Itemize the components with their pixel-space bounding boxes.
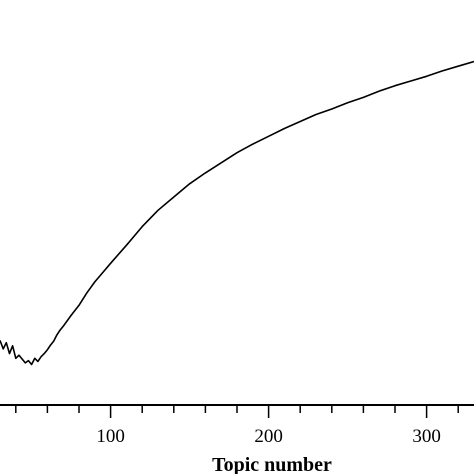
- series-line: [0, 60, 474, 366]
- x-tick-label: 300: [412, 426, 441, 447]
- x-tick-label: 100: [96, 426, 125, 447]
- x-axis-tick-labels: 100 200 300: [96, 426, 441, 447]
- x-tick-label: 200: [254, 426, 283, 447]
- x-axis-ticks: [15, 405, 459, 418]
- series-group: [0, 60, 474, 366]
- x-axis-title: Topic number: [212, 454, 332, 474]
